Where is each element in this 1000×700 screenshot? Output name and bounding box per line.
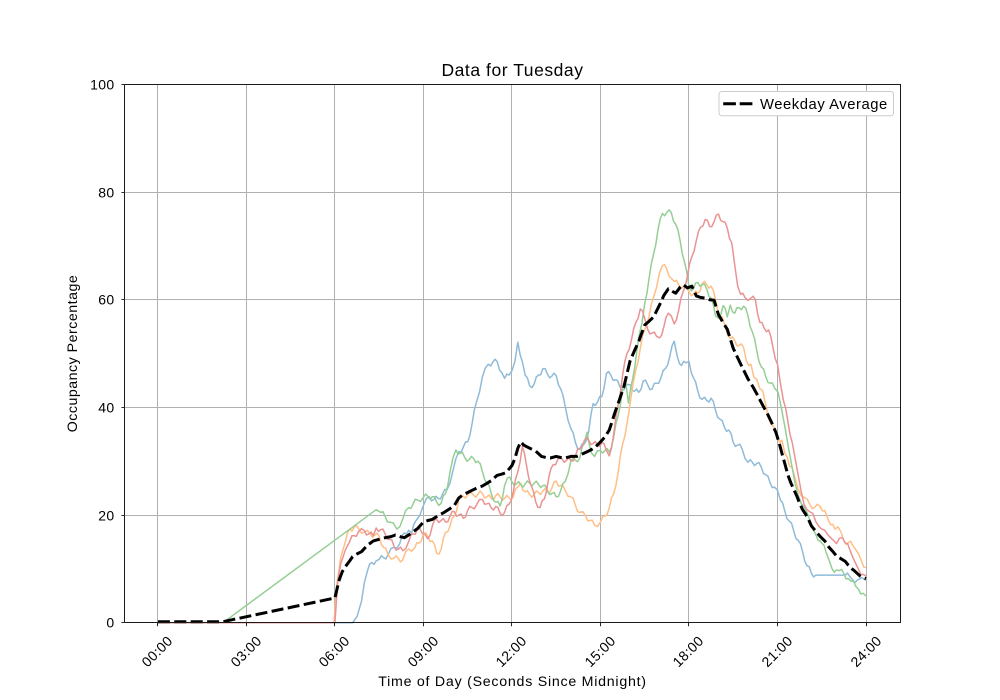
svg-text:100: 100	[90, 77, 114, 93]
svg-text:Time of Day (Seconds Since Mid: Time of Day (Seconds Since Midnight)	[378, 674, 647, 690]
svg-text:60: 60	[98, 292, 114, 308]
svg-text:80: 80	[98, 185, 114, 201]
svg-text:0: 0	[106, 615, 114, 631]
svg-text:40: 40	[98, 400, 114, 416]
svg-text:Weekday Average: Weekday Average	[760, 97, 888, 113]
svg-text:20: 20	[98, 508, 114, 524]
svg-text:Occupancy Percentage: Occupancy Percentage	[65, 275, 81, 432]
svg-text:Data for Tuesday: Data for Tuesday	[441, 60, 583, 80]
